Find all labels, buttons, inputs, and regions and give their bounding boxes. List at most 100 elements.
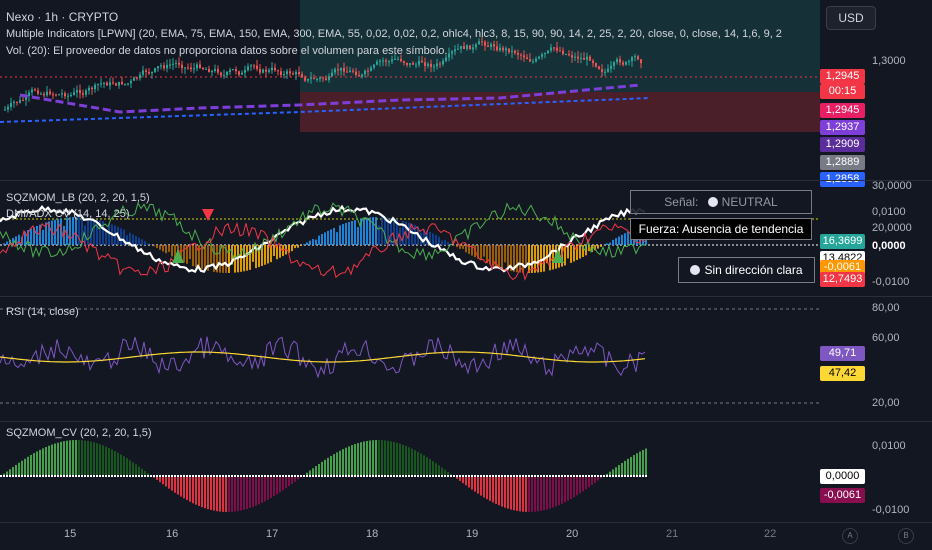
zero-dot bbox=[252, 475, 254, 477]
pane-separator[interactable] bbox=[0, 296, 932, 297]
histogram-bar bbox=[555, 476, 557, 507]
zero-dot bbox=[606, 475, 608, 477]
candle-body bbox=[316, 78, 318, 80]
histogram-bar bbox=[360, 218, 362, 245]
rsi-chart[interactable] bbox=[0, 297, 820, 421]
candle-body bbox=[391, 59, 393, 62]
histogram-bar bbox=[138, 237, 140, 245]
histogram-bar bbox=[387, 217, 389, 245]
currency-button[interactable]: USD bbox=[826, 6, 876, 30]
histogram-bar bbox=[462, 476, 464, 484]
candle-body bbox=[496, 46, 498, 51]
candle-body bbox=[403, 61, 405, 63]
candle-body bbox=[139, 74, 141, 79]
histogram-bar bbox=[495, 476, 497, 504]
histogram-bar bbox=[408, 447, 410, 476]
sqz-title[interactable]: SQZMOM_LB (20, 2, 20, 1,5) bbox=[6, 192, 150, 204]
candle-body bbox=[499, 47, 501, 51]
candle-body bbox=[469, 45, 471, 50]
zero-dot bbox=[183, 475, 185, 477]
zero-dot bbox=[69, 475, 71, 477]
candle-body bbox=[544, 53, 546, 55]
histogram-bar bbox=[393, 441, 395, 476]
histogram-bar bbox=[213, 245, 215, 272]
histogram-bar bbox=[507, 476, 509, 509]
candle-body bbox=[22, 100, 24, 102]
candle-body bbox=[583, 58, 585, 60]
histogram-bar bbox=[192, 476, 194, 504]
histogram-bar bbox=[12, 238, 14, 245]
candle-body bbox=[457, 48, 459, 50]
candle-body bbox=[436, 63, 438, 67]
zero-dot bbox=[147, 475, 149, 477]
price-pane[interactable] bbox=[0, 0, 820, 180]
histogram-bar bbox=[162, 245, 164, 252]
indicator-legend-volume[interactable]: Vol. (20): El proveedor de datos no prop… bbox=[6, 45, 448, 57]
histogram-bar bbox=[180, 476, 182, 497]
zero-dot bbox=[198, 475, 200, 477]
pane-separator[interactable] bbox=[0, 421, 932, 422]
sqz-axis-minus0.01: -0,0100 bbox=[872, 276, 910, 288]
candle-body bbox=[187, 67, 189, 69]
candle-body bbox=[310, 77, 312, 79]
candle-body bbox=[286, 71, 288, 75]
histogram-bar bbox=[252, 245, 254, 262]
histogram-bar bbox=[138, 466, 140, 476]
sell-arrow-icon bbox=[202, 209, 214, 221]
zero-dot bbox=[447, 475, 449, 477]
indicator-legend-multi[interactable]: Multiple Indicators [LPWN] (20, EMA, 75,… bbox=[6, 28, 782, 40]
pane-separator[interactable] bbox=[0, 180, 932, 181]
zero-dot bbox=[342, 475, 344, 477]
histogram-bar bbox=[285, 476, 287, 489]
sqzcv-title[interactable]: SQZMOM_CV (20, 2, 20, 1,5) bbox=[6, 427, 152, 439]
histogram-bar bbox=[270, 245, 272, 263]
rsi-pane[interactable] bbox=[0, 297, 820, 421]
histogram-bar bbox=[411, 448, 413, 476]
symbol-title[interactable]: Nexo · 1h · CRYPTO bbox=[6, 10, 119, 24]
zero-dot bbox=[57, 475, 59, 477]
histogram-bar bbox=[456, 245, 458, 248]
auto-scale-button[interactable]: A bbox=[842, 528, 858, 544]
zero-dot bbox=[381, 475, 383, 477]
candle-body bbox=[31, 89, 33, 93]
histogram-bar bbox=[318, 235, 320, 245]
zero-dot bbox=[603, 475, 605, 477]
price-chart[interactable] bbox=[0, 0, 820, 180]
histogram-bar bbox=[597, 476, 599, 481]
histogram-bar bbox=[369, 217, 371, 245]
zero-dot bbox=[144, 475, 146, 477]
dmi-title[interactable]: DMI/ADX CV (14, 14, 25) bbox=[6, 208, 130, 220]
candle-body bbox=[415, 64, 417, 66]
histogram-bar bbox=[207, 476, 209, 510]
histogram-bar bbox=[483, 245, 485, 257]
zero-dot bbox=[222, 475, 224, 477]
zero-dot bbox=[432, 475, 434, 477]
candle-body bbox=[181, 64, 183, 69]
histogram-bar bbox=[363, 218, 365, 245]
histogram-bar bbox=[144, 241, 146, 245]
histogram-bar bbox=[195, 245, 197, 268]
zero-dot bbox=[276, 475, 278, 477]
zero-dot bbox=[15, 475, 17, 477]
histogram-bar bbox=[366, 217, 368, 245]
log-scale-button[interactable]: B bbox=[898, 528, 914, 544]
zero-dot bbox=[372, 475, 374, 477]
histogram-bar bbox=[120, 228, 122, 245]
histogram-bar bbox=[96, 219, 98, 245]
candle-body bbox=[142, 70, 144, 75]
zero-dot bbox=[174, 475, 176, 477]
sqz-dmi-pane[interactable] bbox=[0, 181, 820, 295]
rsi-title[interactable]: RSI (14, close) bbox=[6, 306, 79, 318]
sqzcv-chart[interactable] bbox=[0, 422, 820, 522]
sqz-dmi-chart[interactable] bbox=[0, 181, 820, 295]
zero-dot bbox=[336, 475, 338, 477]
histogram-bar bbox=[159, 476, 161, 483]
zero-dot bbox=[84, 475, 86, 477]
histogram-bar bbox=[438, 236, 440, 245]
zero-dot bbox=[540, 475, 542, 477]
zero-dot bbox=[105, 475, 107, 477]
candle-body bbox=[82, 93, 84, 95]
zero-dot bbox=[99, 475, 101, 477]
sqzcv-pane[interactable] bbox=[0, 422, 820, 522]
candle-body bbox=[427, 63, 429, 67]
